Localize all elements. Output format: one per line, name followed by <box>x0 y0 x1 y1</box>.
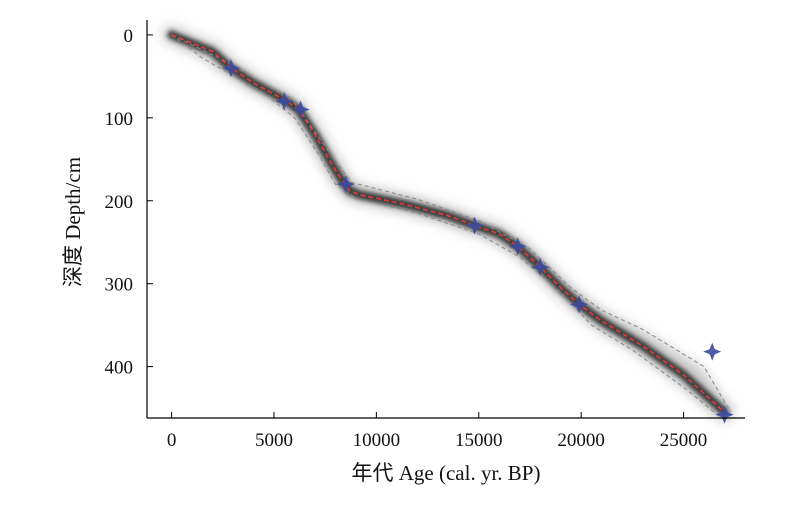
envelope-mid <box>160 23 736 424</box>
x-tick-label: 5000 <box>255 430 293 451</box>
dated-sample-marker <box>715 405 734 424</box>
x-tick-label: 20000 <box>557 430 605 451</box>
upper-bound-line <box>171 34 715 413</box>
dated-sample-marker <box>465 216 484 235</box>
y-tick-label: 100 <box>105 109 134 130</box>
x-tick-label: 0 <box>167 430 177 451</box>
axes <box>146 20 745 419</box>
dated-sample-marker <box>275 92 294 111</box>
x-tick-label: 25000 <box>660 430 708 451</box>
dated-sample-marker <box>221 59 240 78</box>
dated-sample-marker <box>508 237 527 256</box>
lower-bound-line <box>171 34 732 413</box>
dated-sample-marker <box>570 295 589 314</box>
dated-samples <box>221 59 734 424</box>
dated-sample-marker <box>336 175 355 194</box>
envelope-bounds <box>171 34 732 413</box>
uncertainty-envelope <box>160 23 736 424</box>
x-tick-label: 15000 <box>455 430 503 451</box>
y-tick-label: 400 <box>105 358 134 379</box>
x-tick-label: 10000 <box>353 430 401 451</box>
y-tick-label: 200 <box>105 192 134 213</box>
dated-sample-marker <box>531 258 550 277</box>
y-tick-label: 0 <box>124 26 134 47</box>
dated-sample-marker <box>703 342 722 361</box>
dated-sample-marker <box>291 100 310 119</box>
y-tick-label: 300 <box>105 275 134 296</box>
envelope-core <box>167 30 729 417</box>
x-axis-title: 年代 Age (cal. yr. BP) <box>352 461 541 485</box>
tick-labels: 0 5000 10000 15000 20000 25000 0 100 200 300 400 <box>105 26 708 451</box>
y-axis-title: 深度 Depth/cm <box>61 157 85 287</box>
